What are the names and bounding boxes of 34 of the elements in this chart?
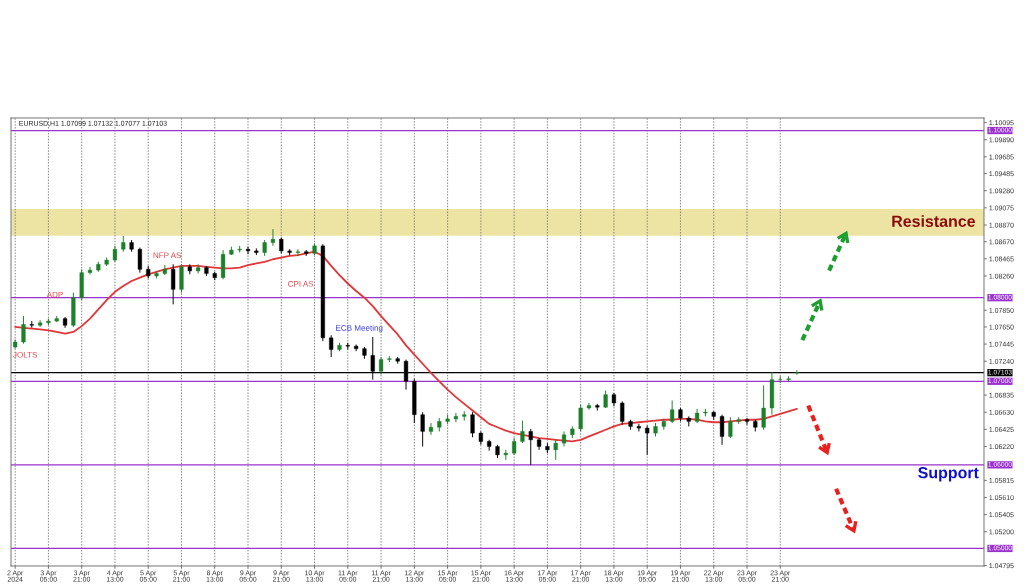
- candlestick: [470, 411, 475, 438]
- candlestick: [520, 420, 525, 444]
- candlestick: [220, 249, 226, 280]
- annotation: ADP: [46, 291, 63, 298]
- candlestick: [744, 417, 750, 426]
- candlestick: [453, 412, 458, 423]
- candlestick: [553, 439, 558, 461]
- annotation: CPI AS: [288, 281, 314, 287]
- candlestick: [179, 263, 184, 294]
- candlestick: [719, 414, 725, 446]
- candlestick: [761, 384, 766, 431]
- candlestick: [728, 416, 733, 439]
- candlestick: [295, 248, 300, 257]
- candlestick: [578, 404, 583, 432]
- annotation: ECB Meeting: [336, 324, 383, 333]
- candlestick: [670, 400, 675, 424]
- candlestick: [162, 264, 167, 276]
- candlestick: [420, 411, 425, 447]
- candlestick: [245, 246, 251, 255]
- candlestick: [21, 315, 26, 345]
- candlestick: [428, 422, 434, 436]
- annotation: NFP AS: [153, 252, 182, 259]
- annotation: Resistance: [892, 215, 976, 227]
- candlestick: [620, 400, 625, 426]
- annotation: JOLTS: [13, 351, 38, 358]
- annotation: Support: [918, 467, 979, 482]
- candlestick: [270, 228, 276, 247]
- candlestick: [329, 334, 334, 358]
- candlestick: [645, 425, 650, 456]
- candlestick: [171, 263, 176, 305]
- candlestick: [794, 369, 799, 376]
- candlestick: [636, 423, 641, 432]
- candlestick: [137, 247, 142, 274]
- candlestick: [528, 428, 533, 466]
